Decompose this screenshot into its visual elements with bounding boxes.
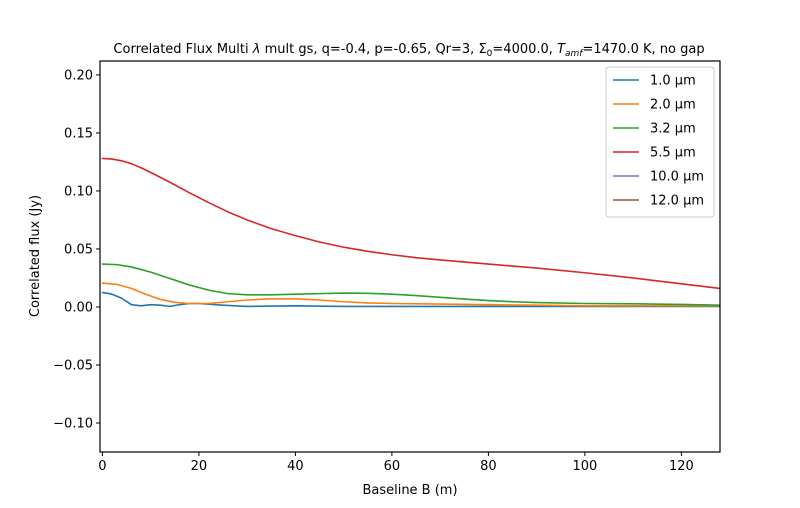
x-tick-label: 0 bbox=[98, 459, 106, 474]
legend-entry-label: 5.5 μm bbox=[650, 146, 696, 161]
y-tick-label: 0.20 bbox=[64, 68, 93, 83]
series-line-2-0um bbox=[101, 282, 720, 307]
chart-title: Correlated Flux Multi λ mult gs, q=-0.4,… bbox=[113, 42, 704, 59]
y-tick-label: 0.10 bbox=[64, 184, 93, 199]
x-tick-label: 100 bbox=[572, 459, 597, 474]
legend: 1.0 μm 2.0 μm 3.2 μm 5.5 μm 10.0 μm 12.0 μm bbox=[605, 66, 715, 218]
y-tick-label: 0.15 bbox=[64, 126, 93, 141]
y-tick-label: 0.00 bbox=[64, 300, 93, 315]
x-tick-label: 120 bbox=[669, 459, 694, 474]
legend-entry-label: 3.2 μm bbox=[650, 122, 696, 137]
series-layer bbox=[101, 157, 720, 308]
ticks-layer: 0 20 40 60 80 100 120 −0.10 −0.05 0.00 0.05 0.10 0.1… bbox=[53, 68, 694, 474]
x-tick-label: 80 bbox=[480, 459, 497, 474]
x-tick-label: 20 bbox=[191, 459, 208, 474]
x-tick-label: 40 bbox=[287, 459, 304, 474]
y-axis-label: Correlated flux (Jy) bbox=[28, 195, 43, 317]
legend-entry-label: 1.0 μm bbox=[650, 74, 696, 89]
series-line-5-5um bbox=[101, 157, 720, 290]
y-tick-label: −0.05 bbox=[53, 358, 93, 373]
y-tick-label: 0.05 bbox=[64, 242, 93, 257]
legend-entry-label: 10.0 μm bbox=[650, 170, 704, 185]
plot-frame bbox=[99, 60, 721, 453]
series-line-3-2um bbox=[101, 263, 720, 307]
x-tick-label: 60 bbox=[384, 459, 401, 474]
x-axis-label: Baseline B (m) bbox=[362, 483, 457, 498]
legend-entry-label: 2.0 μm bbox=[650, 98, 696, 113]
y-tick-label: −0.10 bbox=[53, 416, 93, 431]
legend-entry-label: 12.0 μm bbox=[650, 194, 704, 209]
series-line-1-0um bbox=[101, 291, 720, 308]
